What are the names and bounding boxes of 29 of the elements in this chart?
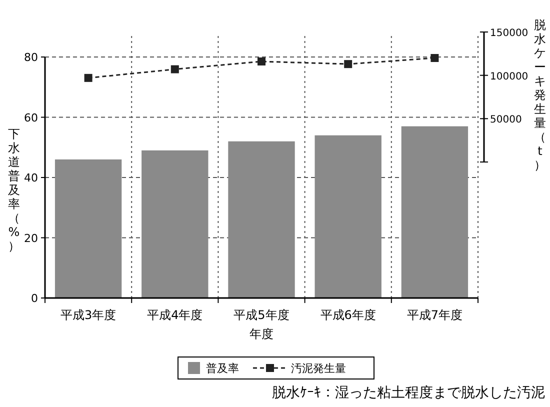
point (430, 54, 439, 62)
y2-tick-label: 50000 (490, 114, 522, 126)
text: 脱水ｹｰｷ：湿った粘土程度まで脱水した汚泥 (272, 385, 545, 401)
y-tick-label: 20 (24, 232, 38, 245)
point (344, 60, 352, 68)
y2-tick-label: 150000 (490, 28, 528, 39)
x-axis-title: 年度 (250, 327, 274, 341)
x-tick-label: 平成4年度 (147, 308, 203, 322)
text: 下水道普及率（%） (8, 127, 20, 254)
y-tick-label: 40 (24, 172, 38, 184)
y-tick-label: 0 (31, 292, 38, 305)
x-tick-label: 平成5年度 (234, 308, 290, 322)
point (84, 74, 92, 82)
x-tick-label: 平成3年度 (60, 308, 116, 322)
y2-tick-label: 100000 (490, 71, 528, 82)
legend-label: 普及率 (206, 362, 239, 375)
x-tick-label: 平成7年度 (406, 308, 463, 322)
legend-label: 汚泥発生量 (291, 362, 346, 375)
bar (54, 159, 122, 298)
y-tick-label: 60 (24, 111, 38, 124)
bar (401, 126, 468, 298)
bar (142, 150, 208, 298)
point (258, 57, 266, 66)
bar (314, 135, 382, 298)
y-tick-label: 80 (24, 51, 38, 64)
x-tick-label: 平成6年度 (320, 308, 376, 322)
text: 脱水ケーキ発生量（t） (534, 18, 546, 172)
point (170, 65, 179, 74)
bar (228, 141, 295, 298)
